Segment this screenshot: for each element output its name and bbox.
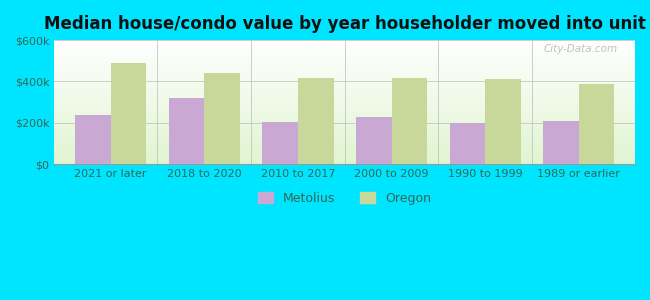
Bar [450,123,485,164]
Bar [111,63,146,164]
Text: City-Data.com: City-Data.com [543,44,618,54]
Bar [391,78,427,164]
Legend: Metolius, Oregon: Metolius, Oregon [253,187,436,210]
Bar [356,117,391,164]
Bar [485,80,521,164]
Bar [263,122,298,164]
Bar [298,78,333,164]
Bar [169,98,204,164]
Bar [543,121,578,164]
Title: Median house/condo value by year householder moved into unit: Median house/condo value by year househo… [44,15,645,33]
Bar [75,115,110,164]
Bar [578,84,614,164]
Bar [204,73,240,164]
